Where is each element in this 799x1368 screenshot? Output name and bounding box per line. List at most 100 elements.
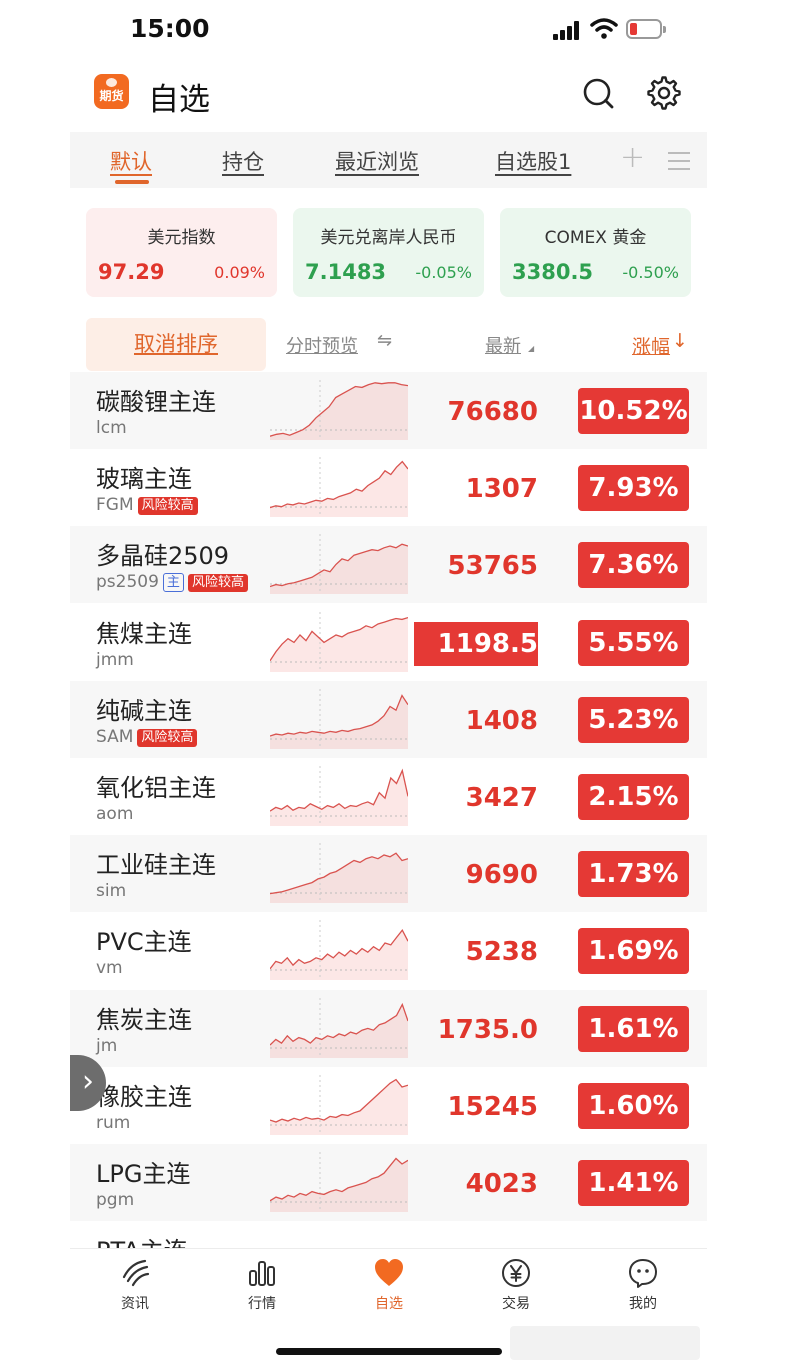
index-cards: 美元指数 97.29 0.09% 美元兑离岸人民币 7.1483 -0.05% … — [70, 188, 707, 312]
contract-code: vm — [96, 958, 123, 978]
nav-label: 交易 — [502, 1296, 530, 1312]
sparkline-line — [270, 616, 408, 662]
contract-name: 氧化铝主连 — [96, 774, 216, 802]
contract-code-line: vm — [96, 958, 123, 978]
watchlist-row[interactable]: PTA主连 — [70, 1221, 707, 1248]
contract-code-line: jmm — [96, 650, 134, 670]
bottom-nav: 资讯 行情 自选 交易 — [70, 1248, 707, 1326]
watchlist-row[interactable]: 焦炭主连 jm 1735.0 1.61% — [70, 990, 707, 1067]
sort-indicator-icon: ◢ — [528, 344, 535, 353]
intraday-sparkline — [270, 766, 408, 826]
sparkline-area — [270, 770, 408, 826]
cellular-signal-icon — [553, 20, 583, 40]
contract-code: sim — [96, 881, 127, 901]
main-contract-badge: 主 — [162, 573, 184, 592]
latest-price: 76680 — [447, 397, 538, 427]
change-percent-button[interactable]: 10.52% — [578, 388, 689, 434]
add-tab-icon[interactable]: + — [620, 140, 646, 175]
status-bar: 15:00 — [0, 0, 799, 60]
index-name: 美元兑离岸人民币 — [320, 228, 457, 248]
change-percent-button[interactable]: 5.55% — [578, 620, 689, 666]
contract-name: LPG主连 — [96, 1160, 191, 1188]
contract-code-line: jm — [96, 1036, 117, 1056]
contract-code-line: pgm — [96, 1190, 134, 1210]
change-percent-button[interactable]: 7.93% — [578, 465, 689, 511]
tab-positions[interactable]: 持仓 — [222, 150, 264, 174]
tab-watchlist-1[interactable]: 自选股1 — [495, 150, 572, 174]
tab-recent[interactable]: 最近浏览 — [335, 150, 419, 174]
app-logo: 期货 — [94, 74, 129, 109]
status-time: 15:00 — [130, 14, 210, 43]
nav-watchlist[interactable]: 自选 — [344, 1257, 434, 1313]
active-tab-indicator — [115, 180, 149, 184]
change-percent-button[interactable]: 1.61% — [578, 1006, 689, 1052]
change-sort[interactable]: 涨幅 — [632, 336, 671, 358]
watchlist-row[interactable]: 纯碱主连 SAM 风险较高 1408 5.23% — [70, 681, 707, 758]
intraday-sparkline — [270, 612, 408, 672]
gear-icon[interactable] — [647, 76, 681, 110]
sparkline-area — [270, 617, 408, 672]
high-risk-badge: 风险较高 — [137, 729, 198, 747]
contract-code-line: aom — [96, 804, 133, 824]
change-percent-button[interactable]: 5.23% — [578, 697, 689, 743]
nav-news[interactable]: 资讯 — [90, 1257, 180, 1313]
nav-profile[interactable]: 我的 — [598, 1257, 688, 1313]
intraday-sparkline — [270, 1075, 408, 1135]
blurred-overlay — [510, 1326, 700, 1360]
contract-name: 碳酸锂主连 — [96, 388, 216, 416]
latest-price: 1307 — [465, 474, 538, 504]
watchlist-row[interactable]: 焦煤主连 jmm 1198.5 5.55% — [70, 604, 707, 681]
nav-market[interactable]: 行情 — [217, 1257, 307, 1313]
watchlist-row[interactable]: 工业硅主连 sim 9690 1.73% — [70, 835, 707, 912]
sparkline-line — [270, 929, 408, 970]
latest-price: 3427 — [465, 783, 538, 813]
sparkline-line — [270, 768, 408, 812]
intraday-sparkline — [270, 380, 408, 440]
intraday-preview-toggle[interactable]: 分时预览 — [286, 336, 358, 357]
sparkline-line — [270, 1078, 408, 1123]
latest-price: 5238 — [465, 937, 538, 967]
sparkline-area — [270, 544, 408, 594]
tab-default[interactable]: 默认 — [110, 150, 152, 174]
change-percent-button[interactable]: 7.36% — [578, 542, 689, 588]
change-percent-button[interactable]: 1.73% — [578, 851, 689, 897]
sparkline-line — [270, 852, 408, 895]
swap-icon[interactable]: ⇋ — [377, 330, 393, 351]
change-percent-button[interactable]: 1.60% — [578, 1083, 689, 1129]
nav-label: 自选 — [375, 1296, 403, 1312]
cancel-sort-button[interactable]: 取消排序 — [86, 318, 266, 371]
watchlist-row[interactable]: LPG主连 pgm 4023 1.41% — [70, 1144, 707, 1221]
change-percent-button[interactable]: 1.41% — [578, 1160, 689, 1206]
contract-name: 多晶硅2509 — [96, 542, 230, 570]
index-change: 0.09% — [214, 263, 265, 282]
change-percent-button[interactable]: 2.15% — [578, 774, 689, 820]
index-card-usdcnh[interactable]: 美元兑离岸人民币 7.1483 -0.05% — [293, 208, 484, 297]
index-card-usd[interactable]: 美元指数 97.29 0.09% — [86, 208, 277, 297]
contract-code: ps2509 — [96, 572, 159, 592]
nav-trade[interactable]: 交易 — [471, 1257, 561, 1313]
index-change: -0.05% — [415, 263, 472, 282]
sparkline-area — [270, 695, 408, 749]
contract-code-line: ps2509 主风险较高 — [96, 572, 248, 592]
watchlist-row[interactable]: 碳酸锂主连 lcm 76680 10.52% — [70, 372, 707, 449]
index-card-gold[interactable]: COMEX 黄金 3380.5 -0.50% — [500, 208, 691, 297]
app-header: 期货 自选 — [70, 60, 707, 132]
watchlist-row[interactable]: 氧化铝主连 aom 3427 2.15% — [70, 758, 707, 835]
home-indicator — [276, 1348, 502, 1355]
intraday-sparkline — [270, 920, 408, 980]
watchlist-row[interactable]: PVC主连 vm 5238 1.69% — [70, 912, 707, 989]
contract-name: PVC主连 — [96, 928, 192, 956]
latest-price-sort[interactable]: 最新 — [485, 336, 521, 357]
watchlist-row[interactable]: 橡胶主连 rum 15245 1.60% — [70, 1067, 707, 1144]
index-value: 97.29 — [98, 260, 165, 284]
change-percent-button[interactable]: 1.69% — [578, 928, 689, 974]
contract-code: jm — [96, 1036, 118, 1056]
search-icon[interactable] — [582, 76, 616, 110]
contract-name: 工业硅主连 — [96, 851, 216, 879]
index-change: -0.50% — [622, 263, 679, 282]
contract-code-line: sim — [96, 881, 126, 901]
watchlist-row[interactable]: 多晶硅2509 ps2509 主风险较高 53765 7.36% — [70, 526, 707, 603]
index-value: 3380.5 — [512, 260, 594, 284]
menu-icon[interactable] — [668, 152, 690, 176]
watchlist-row[interactable]: 玻璃主连 FGM 风险较高 1307 7.93% — [70, 449, 707, 526]
